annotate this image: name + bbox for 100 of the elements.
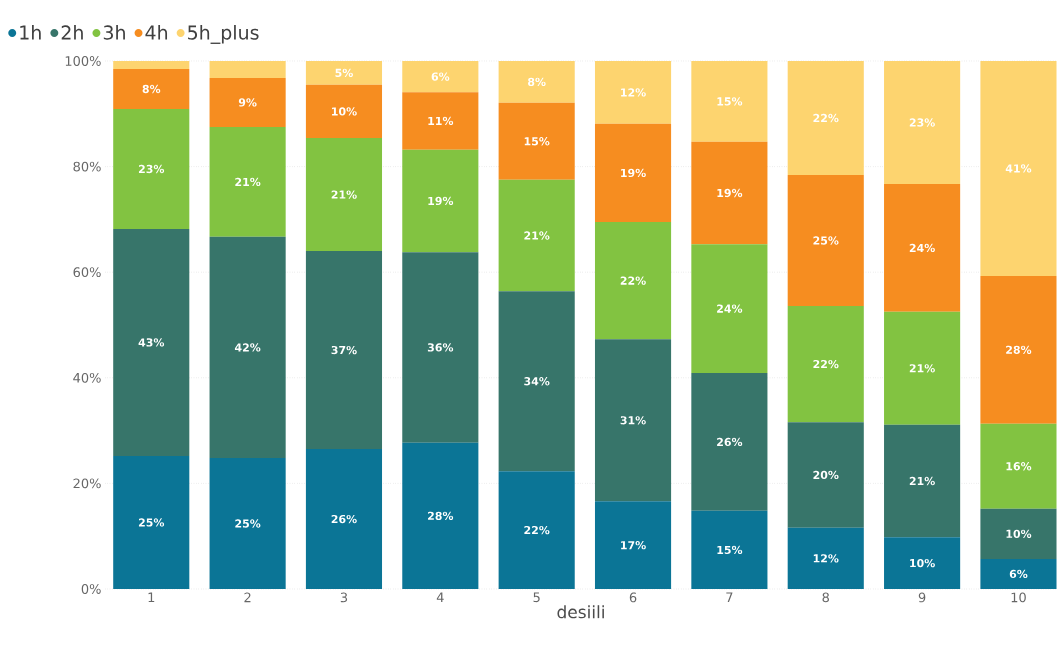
bar	[884, 60, 961, 185]
bar	[691, 510, 768, 589]
data-label: 26%	[331, 514, 357, 524]
data-label: 31%	[620, 416, 646, 425]
bar	[113, 228, 190, 456]
bar	[691, 60, 768, 142]
data-label: 10%	[1006, 529, 1032, 538]
bar	[980, 423, 1057, 509]
data-label: 8%	[528, 77, 546, 87]
y-tick-label: 40%	[73, 372, 101, 383]
data-label: 28%	[1006, 345, 1032, 354]
data-label: 36%	[427, 343, 454, 352]
data-label: 24%	[909, 243, 935, 253]
data-label: 16%	[1006, 462, 1032, 471]
bar	[787, 527, 864, 589]
bar	[594, 222, 672, 340]
x-tick-label: 6	[629, 592, 637, 603]
data-label: 22%	[813, 359, 839, 369]
bar	[594, 339, 672, 502]
bar	[209, 126, 286, 237]
data-label: 15%	[717, 545, 743, 555]
data-label: 22%	[524, 525, 550, 535]
bar	[305, 60, 383, 85]
data-label: 19%	[428, 196, 454, 206]
x-tick-label: 3	[340, 592, 348, 603]
data-label: 12%	[621, 88, 646, 97]
bar	[787, 305, 864, 423]
bar	[402, 60, 479, 93]
bar	[402, 149, 479, 253]
data-label: 20%	[813, 470, 839, 480]
data-label: 21%	[524, 231, 550, 240]
bar	[498, 179, 575, 292]
data-label: 6%	[1009, 569, 1028, 579]
data-label: 25%	[235, 519, 261, 528]
data-label: 34%	[524, 377, 550, 386]
data-label: 41%	[1005, 164, 1032, 173]
bar	[787, 175, 864, 306]
data-label: 23%	[909, 118, 935, 127]
y-tick-label: 60%	[73, 267, 101, 278]
bar	[305, 449, 383, 589]
bar	[691, 244, 768, 374]
bar	[209, 60, 286, 78]
bar	[691, 141, 768, 245]
bar	[402, 92, 479, 150]
bar	[498, 291, 575, 472]
x-tick-label: 7	[726, 592, 733, 602]
data-label: 9%	[238, 98, 257, 107]
data-label: 17%	[621, 541, 646, 550]
bar	[498, 471, 575, 589]
data-label: 19%	[717, 188, 743, 198]
data-label: 5%	[335, 68, 353, 78]
bar	[884, 537, 961, 589]
bar	[884, 184, 961, 312]
bar	[305, 251, 383, 450]
bar	[980, 60, 1057, 276]
bar	[113, 455, 190, 589]
data-label: 26%	[717, 437, 743, 447]
legend-label: 5h_plus	[188, 25, 259, 44]
legend-label: 1h	[20, 25, 41, 40]
bar	[209, 236, 286, 459]
data-label: 25%	[138, 518, 165, 527]
data-label: 25%	[813, 236, 839, 245]
bar	[594, 123, 672, 223]
data-label: 11%	[428, 116, 454, 126]
bar	[787, 422, 864, 528]
data-label: 6%	[431, 72, 450, 81]
legend-label: 2h	[61, 25, 83, 40]
data-label: 37%	[331, 345, 357, 355]
bar	[402, 252, 479, 443]
legend-label: 4h	[145, 25, 168, 40]
bar	[884, 311, 961, 425]
legend-label: 3h	[103, 25, 125, 40]
data-label: 12%	[813, 554, 839, 563]
bar	[498, 102, 575, 180]
data-label: 22%	[620, 276, 646, 285]
data-label: 28%	[428, 511, 454, 521]
x-tick-label: 1	[148, 592, 155, 602]
data-label: 22%	[813, 113, 839, 123]
y-tick-label: 100%	[65, 56, 101, 66]
data-label: 21%	[235, 177, 261, 187]
y-tick-label: 20%	[73, 478, 101, 489]
bar	[884, 424, 961, 538]
bar	[402, 442, 479, 589]
bar	[498, 60, 575, 103]
x-tick-label: 2	[244, 592, 251, 603]
data-label: 42%	[234, 343, 261, 352]
x-tick-label: 9	[918, 592, 926, 603]
data-label: 23%	[138, 164, 165, 174]
bar	[594, 60, 672, 124]
x-tick-label: 4	[436, 592, 444, 602]
bar	[113, 109, 190, 229]
data-label: 19%	[621, 168, 646, 178]
bar	[209, 77, 286, 127]
bar	[980, 275, 1057, 424]
bar	[691, 373, 768, 511]
x-tick-label: 5	[533, 592, 540, 603]
data-label: 21%	[909, 364, 935, 373]
bar	[980, 558, 1057, 589]
bar	[787, 60, 864, 176]
bar	[980, 508, 1057, 559]
